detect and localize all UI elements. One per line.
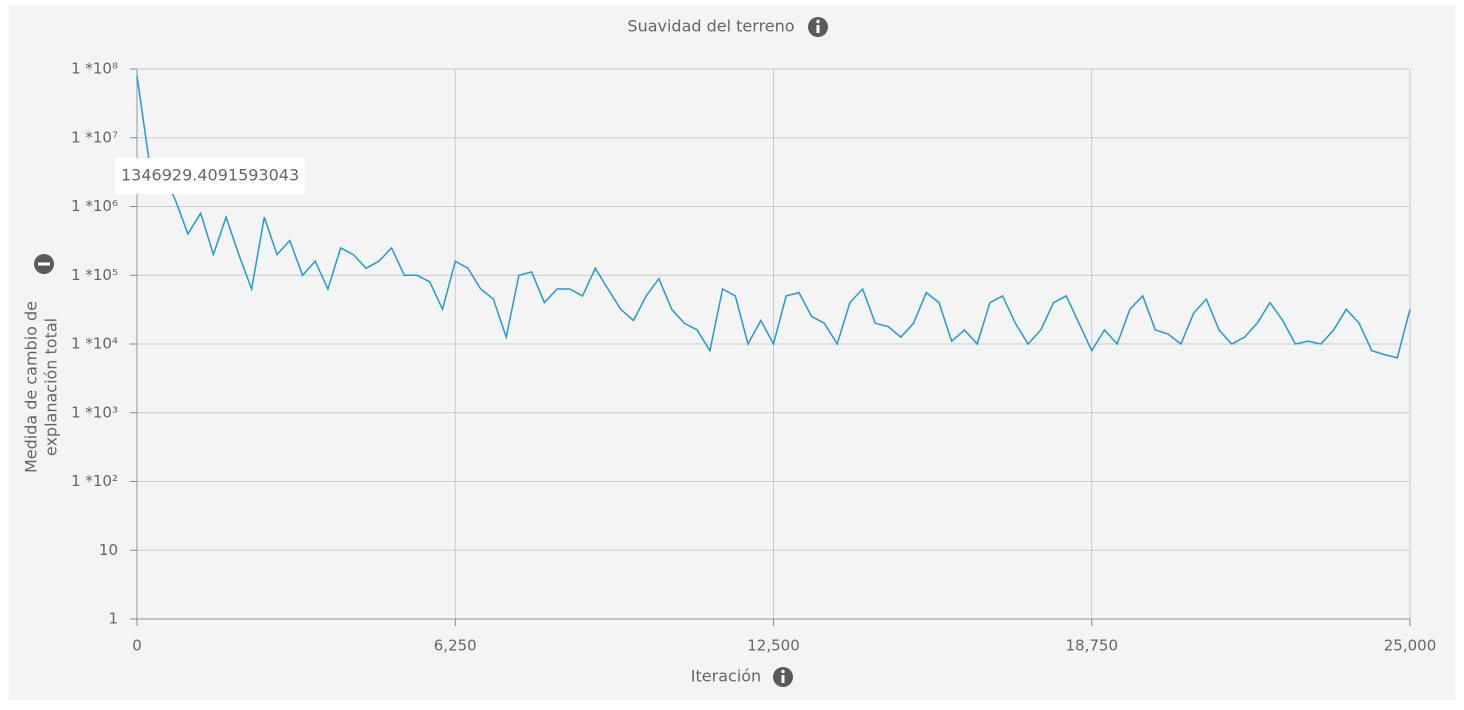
line xyxy=(136,75,1411,359)
y-tick-label: 1 *10³ xyxy=(71,403,118,421)
tooltip-box xyxy=(115,158,305,194)
y-tick-label: 1 *10⁴ xyxy=(71,335,118,353)
panel xyxy=(9,6,1455,700)
plot: 1 10 1 *10² 1 *10³ 1 *10⁴ 1 *10⁵ 1 *10⁶ 1 *10⁷ 1… xyxy=(71,60,1436,655)
y-axis-label-line: explanación total xyxy=(42,318,61,456)
y-tick-label: 1 *10⁶ xyxy=(71,197,118,215)
x-tick-label: 12,500 xyxy=(747,637,800,655)
y-axis-label-line: Medida de cambio de xyxy=(22,301,41,473)
chart-title: Suavidad del terreno xyxy=(627,17,794,36)
x-tick-label: 0 xyxy=(132,637,142,655)
y-tick-label: 1 xyxy=(108,610,118,628)
info-icon[interactable] xyxy=(808,17,828,37)
tooltip-text: 1346929.4091593043 xyxy=(121,166,299,185)
x-tick-label: 18,750 xyxy=(1066,637,1119,655)
y-tick-label: 10 xyxy=(99,541,118,559)
y-tick-label: 1 *10⁸ xyxy=(71,60,118,78)
x-axis-label: Iteración xyxy=(691,667,761,686)
y-tick-label: 1 *10⁵ xyxy=(71,266,118,284)
y-axis-label: Medida de cambio de explanación total xyxy=(22,301,61,473)
y-tick-label: 1 *10² xyxy=(71,472,118,490)
collapse-icon[interactable] xyxy=(34,254,54,274)
y-tick-label: 1 *10⁷ xyxy=(71,128,118,146)
x-tick-label: 6,250 xyxy=(434,637,477,655)
tooltip: 1346929.4091593043 xyxy=(115,158,305,194)
info-icon[interactable] xyxy=(773,667,793,687)
x-tick-label: 25,000 xyxy=(1384,637,1437,655)
